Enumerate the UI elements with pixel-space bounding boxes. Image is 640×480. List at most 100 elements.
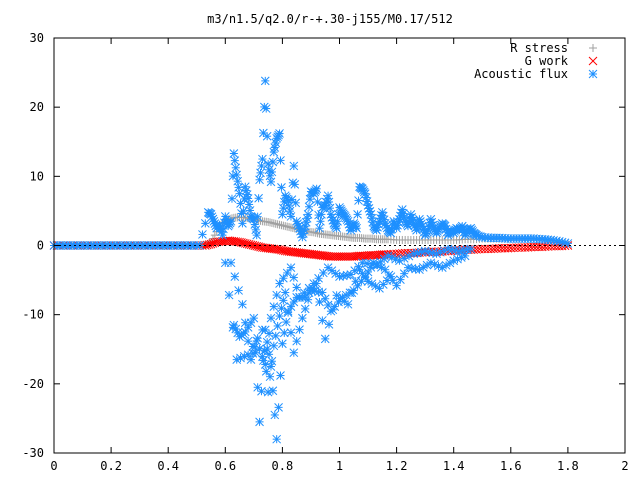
data-point: [399, 269, 409, 278]
data-point: [266, 313, 276, 323]
data-point: [323, 300, 333, 310]
data-point: [198, 230, 207, 239]
data-point: [257, 161, 266, 171]
y-tick-label: -30: [22, 446, 44, 460]
data-point: [268, 386, 278, 396]
data-point: [253, 212, 263, 222]
data-point: [411, 264, 420, 274]
data-point: [515, 243, 524, 252]
data-point: [480, 244, 490, 254]
data-point: [273, 220, 282, 229]
legend-marker: [588, 56, 598, 66]
y-tick-label: -20: [22, 377, 44, 391]
data-point: [357, 269, 367, 278]
data-point: [267, 356, 277, 366]
data-point: [275, 279, 284, 288]
data-point: [439, 246, 449, 255]
data-point: [242, 239, 252, 249]
axis-frame: [53, 37, 626, 454]
data-point: [391, 254, 401, 264]
data-point: [416, 219, 426, 229]
data-point: [272, 290, 282, 300]
data-point: [506, 243, 516, 253]
data-point: [299, 225, 309, 235]
data-point: [374, 219, 383, 229]
data-point: [384, 270, 394, 280]
data-point: [246, 355, 256, 364]
data-point: [404, 251, 414, 261]
data-point: [362, 259, 372, 268]
data-point: [462, 245, 472, 255]
x-tick-label: 0.4: [157, 459, 179, 473]
data-point: [284, 201, 294, 211]
data-point: [277, 303, 286, 313]
data-point: [238, 299, 247, 309]
data-point: [289, 273, 299, 282]
data-point: [256, 168, 265, 178]
data-point: [359, 187, 369, 197]
data-point: [253, 333, 263, 343]
data-point: [278, 339, 287, 349]
data-point: [298, 313, 307, 323]
data-point: [255, 417, 264, 427]
data-point: [245, 206, 255, 215]
x-axis-ticks: 0 0.2 0.4 0.6 0.8 1 1.2 1.4 1.6 1.8 2: [50, 38, 629, 473]
data-point: [289, 161, 299, 171]
data-point: [208, 239, 218, 248]
data-point: [428, 248, 438, 258]
data-point: [239, 352, 249, 361]
data-point: [239, 329, 248, 338]
data-point: [254, 193, 263, 203]
data-point: [313, 197, 322, 207]
data-point: [394, 217, 403, 227]
data-point: [392, 281, 401, 290]
legend-label: Acoustic flux: [474, 67, 568, 81]
data-point: [281, 317, 291, 327]
data-point: [277, 183, 286, 192]
data-point: [456, 253, 466, 262]
data-point: [353, 281, 362, 291]
data-point: [276, 371, 285, 380]
y-tick-label: 0: [37, 239, 44, 253]
data-point: [434, 261, 443, 271]
y-tick-label: 20: [30, 100, 44, 114]
data-point: [314, 287, 323, 297]
data-point: [262, 217, 271, 226]
data-point: [257, 386, 266, 396]
data-point: [200, 219, 210, 228]
data-point: [489, 244, 499, 254]
data-point: [282, 268, 292, 278]
data-point: [240, 318, 250, 328]
data-point: [248, 240, 258, 250]
data-point: [242, 190, 252, 199]
data-point: [342, 270, 352, 280]
data-point: [354, 262, 363, 272]
data-point: [331, 222, 341, 231]
data-point: [316, 216, 325, 226]
x-tick-label: 1: [336, 459, 343, 473]
x-tick-label: 0.2: [100, 459, 122, 473]
data-point: [532, 242, 541, 252]
data-point: [292, 283, 302, 292]
data-point: [250, 220, 260, 229]
data-point: [279, 221, 288, 230]
data-point: [258, 325, 267, 335]
legend-marker: [588, 69, 598, 79]
plot-area: [49, 76, 573, 444]
data-point: [230, 272, 240, 281]
data-point: [408, 216, 418, 225]
data-point: [227, 194, 237, 204]
data-point: [274, 402, 283, 412]
data-point: [334, 297, 343, 307]
data-point: [236, 199, 245, 208]
data-point: [295, 325, 304, 335]
data-point: [552, 236, 561, 246]
data-point: [248, 349, 258, 358]
data-point: [377, 263, 386, 272]
data-point: [251, 225, 261, 235]
data-point: [265, 372, 275, 382]
data-point: [285, 223, 294, 232]
data-point: [261, 367, 271, 376]
